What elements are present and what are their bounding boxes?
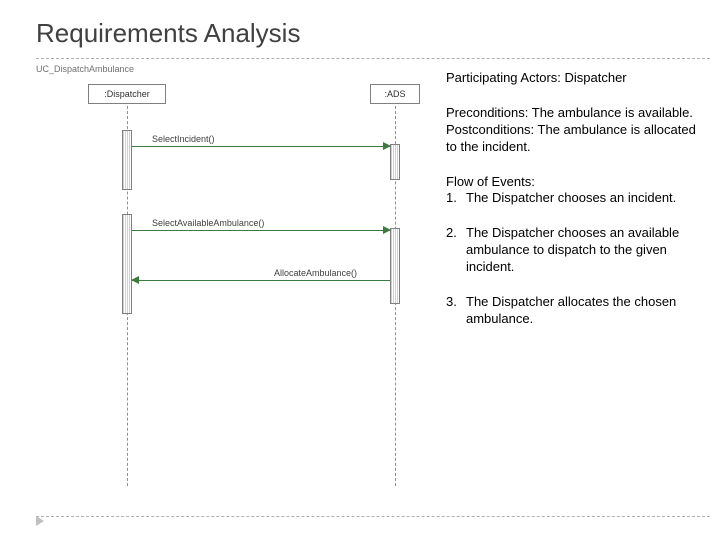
- flow-list: 1. The Dispatcher chooses an incident. 2…: [446, 190, 706, 327]
- use-case-label: UC_DispatchAmbulance: [36, 64, 134, 74]
- lifeline-dispatcher: :Dispatcher: [88, 84, 166, 104]
- activation-dispatcher-2: [122, 214, 132, 314]
- footer-divider: [36, 516, 710, 517]
- message-label-3: AllocateAmbulance(): [274, 268, 357, 278]
- preconditions-text: Preconditions: The ambulance is availabl…: [446, 105, 706, 122]
- message-arrow-3: [132, 280, 390, 281]
- activation-ads-1: [390, 144, 400, 180]
- slide-title: Requirements Analysis: [36, 18, 300, 49]
- flow-item: 1. The Dispatcher chooses an incident.: [446, 190, 706, 207]
- activation-ads-2: [390, 228, 400, 304]
- flow-item: 3. The Dispatcher allocates the chosen a…: [446, 294, 706, 328]
- flow-item: 2. The Dispatcher chooses an available a…: [446, 225, 706, 276]
- description-panel: Participating Actors: Dispatcher Precond…: [446, 70, 706, 346]
- title-divider: [36, 58, 710, 59]
- slide-bullet-icon: [36, 516, 44, 526]
- flow-text: The Dispatcher chooses an incident.: [466, 190, 676, 207]
- sequence-diagram: :Dispatcher :ADS SelectIncident() Select…: [64, 84, 444, 494]
- flow-number: 2.: [446, 225, 466, 276]
- message-arrow-2: [132, 230, 390, 231]
- flow-heading: Flow of Events:: [446, 174, 706, 191]
- flow-text: The Dispatcher chooses an available ambu…: [466, 225, 706, 276]
- conditions-block: Preconditions: The ambulance is availabl…: [446, 105, 706, 156]
- flow-text: The Dispatcher allocates the chosen ambu…: [466, 294, 706, 328]
- message-arrow-1: [132, 146, 390, 147]
- actors-text: Participating Actors: Dispatcher: [446, 70, 706, 87]
- flow-number: 1.: [446, 190, 466, 207]
- message-label-2: SelectAvailableAmbulance(): [152, 218, 264, 228]
- lifeline-ads: :ADS: [370, 84, 420, 104]
- activation-dispatcher-1: [122, 130, 132, 190]
- postconditions-text: Postconditions: The ambulance is allocat…: [446, 122, 706, 156]
- flow-number: 3.: [446, 294, 466, 328]
- message-label-1: SelectIncident(): [152, 134, 215, 144]
